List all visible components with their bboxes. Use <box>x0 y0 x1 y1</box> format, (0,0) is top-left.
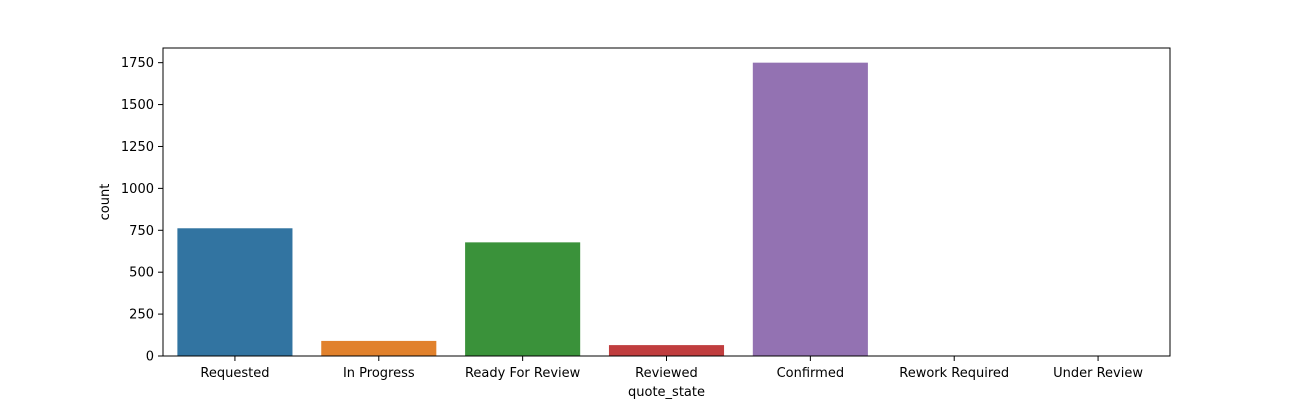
y-tick-label: 0 <box>146 350 154 365</box>
y-tick-label: 500 <box>129 266 154 281</box>
x-tick-label: Under Review <box>1053 366 1143 381</box>
x-tick-label: Requested <box>200 366 269 381</box>
x-tick-label: In Progress <box>343 366 415 381</box>
y-tick-label: 1500 <box>121 98 154 113</box>
bar-in-progress <box>321 340 437 356</box>
bar-requested <box>177 228 293 356</box>
y-tick-label: 750 <box>129 224 154 239</box>
y-tick-label: 250 <box>129 308 154 323</box>
bars <box>177 62 1156 357</box>
x-tick-label: Confirmed <box>777 366 845 381</box>
x-tick-label: Rework Required <box>899 366 1009 381</box>
x-tick-label: Reviewed <box>635 366 698 381</box>
y-axis-label: count <box>98 184 113 221</box>
y-tick-label: 1000 <box>121 182 154 197</box>
y-axis-ticks: 0 250 500 750 1000 1250 1500 1750 <box>121 56 163 365</box>
bar-reviewed <box>608 345 725 356</box>
axes-frame <box>162 47 1171 357</box>
bar-ready-for-review <box>465 242 581 356</box>
x-axis-label: quote_state <box>628 385 705 400</box>
y-tick-label: 1250 <box>121 140 154 155</box>
bar-confirmed <box>752 62 868 357</box>
y-tick-label: 1750 <box>121 56 154 71</box>
x-tick-label: Ready For Review <box>465 366 581 381</box>
x-axis-ticks: Requested In Progress Ready For Review Revi… <box>200 356 1143 381</box>
